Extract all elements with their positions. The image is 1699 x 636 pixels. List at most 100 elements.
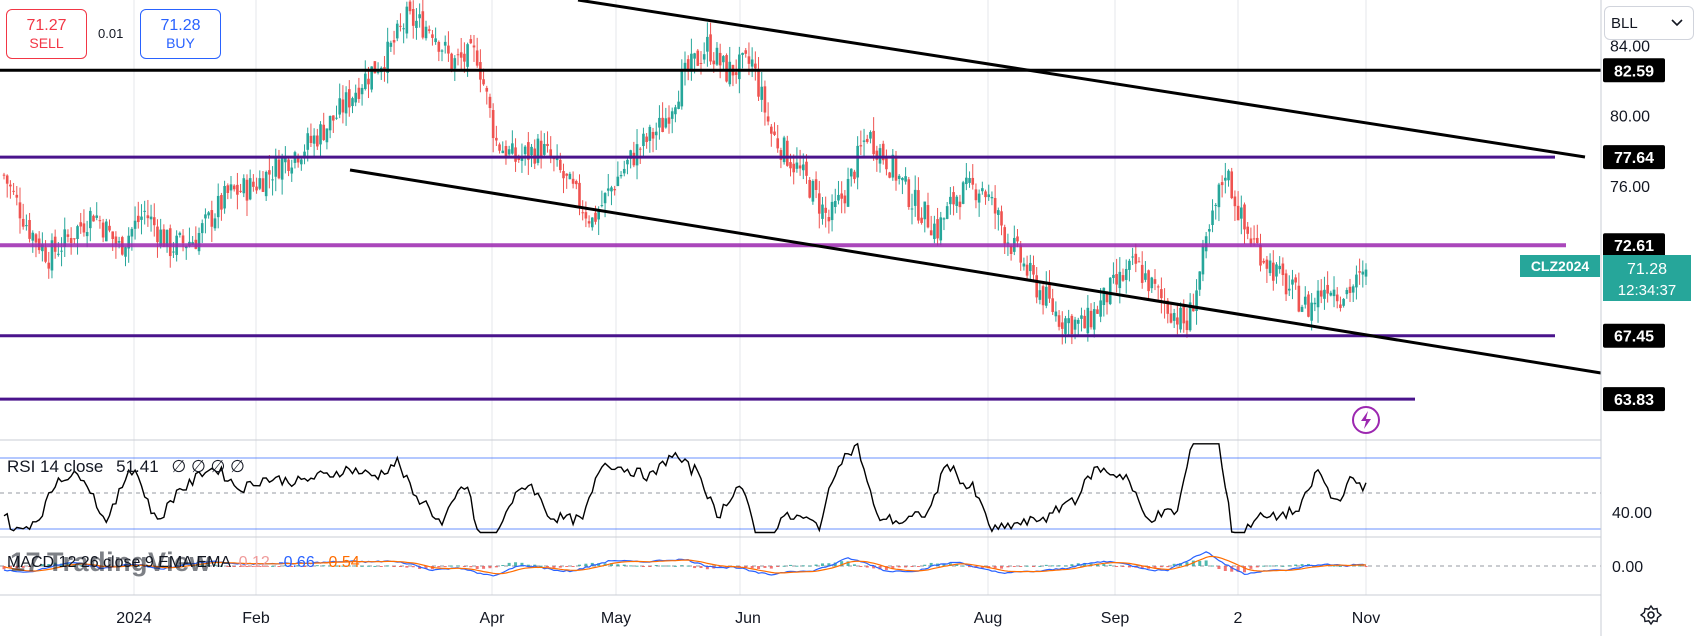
price-level-label-text: 77.64	[1614, 150, 1654, 167]
candle-body	[1287, 288, 1291, 291]
candle-body	[1192, 306, 1195, 312]
candle-body	[1000, 211, 1003, 226]
candle-body	[363, 73, 367, 90]
macd-histogram-bar	[232, 566, 236, 567]
candle-body	[958, 201, 962, 208]
flash-icon[interactable]	[1351, 405, 1381, 435]
candle-body	[79, 222, 83, 227]
currency-select[interactable]: BLL	[1604, 6, 1694, 40]
candle-body	[536, 138, 540, 163]
candle-body	[1156, 286, 1160, 288]
candle-body	[60, 250, 63, 252]
macd-histogram-bar	[136, 565, 140, 567]
candle-body	[463, 53, 466, 62]
last-price: 71.28	[1627, 261, 1667, 278]
candle-body	[808, 179, 811, 198]
candle-body	[415, 20, 418, 28]
candle-body	[981, 188, 984, 192]
candle-body	[1188, 302, 1192, 331]
candle-body	[12, 190, 15, 192]
macd-histogram-bar	[360, 565, 364, 567]
macd-histogram-bar	[539, 565, 543, 567]
price-level-label-text: 63.83	[1614, 392, 1654, 409]
candle-body	[990, 196, 994, 199]
candle-body	[1086, 307, 1090, 334]
candle-body	[1057, 315, 1061, 327]
macd-histogram-bar	[577, 564, 581, 566]
candle-body	[949, 196, 952, 205]
candle-body	[859, 145, 863, 147]
candle-body	[824, 207, 827, 213]
price-level-label-bg	[1603, 58, 1665, 83]
candle-body	[1003, 227, 1007, 244]
candle-body	[776, 138, 780, 149]
candle-body	[907, 179, 911, 207]
rsi-legend[interactable]: RSI 14 close 51.41 ∅ ∅ ∅ ∅	[7, 457, 245, 477]
macd-histogram-bar	[366, 565, 370, 567]
macd-histogram-bar	[392, 566, 396, 567]
candle-body	[21, 218, 25, 227]
candle-body	[130, 228, 134, 237]
candle-body	[1217, 184, 1221, 208]
candle-body	[693, 53, 696, 59]
candle-body	[651, 131, 655, 139]
macd-histogram-bar	[1127, 566, 1131, 568]
candle-body	[974, 189, 978, 201]
candle-body	[1281, 263, 1285, 276]
candle-body	[165, 229, 169, 247]
candle-body	[507, 149, 511, 155]
candle-body	[929, 230, 933, 236]
macd-legend[interactable]: MACD 12 26 close 9 EMA EMA 0.12 -0.66 -0…	[7, 554, 360, 572]
candle-body	[5, 175, 9, 184]
macd-histogram-bar	[1249, 566, 1253, 569]
candle-body	[312, 135, 316, 144]
candle-body	[427, 29, 431, 31]
buy-button[interactable]: 71.28 BUY	[140, 9, 221, 59]
candle-body	[213, 218, 217, 229]
candle-body	[584, 212, 588, 219]
symbol-name: CLZ2024	[1531, 258, 1590, 274]
candle-body	[405, 6, 409, 34]
macd-histogram-bar	[1051, 565, 1055, 567]
macd-histogram-bar	[1255, 566, 1259, 568]
candle-body	[837, 194, 840, 201]
candle-body	[204, 214, 207, 219]
candle-body	[926, 205, 930, 228]
candle-body	[875, 150, 879, 160]
macd-histogram-bar	[1281, 565, 1285, 567]
symbol-name-bg	[1520, 255, 1600, 277]
candle-body	[997, 210, 1000, 215]
candle-body	[1319, 290, 1323, 297]
settings-icon[interactable]	[1640, 604, 1662, 626]
macd-tick-label: 0.00	[1612, 559, 1643, 576]
candle-body	[821, 204, 824, 219]
buy-label: BUY	[166, 35, 195, 51]
sell-button[interactable]: 71.27 SELL	[6, 9, 87, 59]
macd-histogram-bar	[852, 564, 856, 566]
macd-histogram-bar	[1140, 566, 1144, 569]
macd-histogram-bar	[1338, 565, 1342, 567]
macd-histogram-bar	[213, 564, 217, 566]
macd-histogram-bar	[546, 566, 550, 567]
candle-body	[897, 175, 901, 179]
candle-body	[1140, 264, 1144, 283]
candle-body	[539, 140, 543, 158]
rsi-tick-label: 40.00	[1612, 505, 1652, 522]
macd-histogram-bar	[1025, 565, 1029, 567]
candle-body	[574, 181, 578, 185]
candle-body	[66, 234, 70, 237]
candle-body	[367, 78, 370, 85]
candle-body	[284, 156, 287, 163]
candle-body	[216, 195, 220, 218]
candle-body	[734, 72, 738, 75]
trend-lines	[349, 0, 1602, 375]
macd-histogram-bar	[456, 565, 460, 567]
candle-body	[18, 202, 22, 219]
candle-body	[801, 164, 805, 171]
macd-histogram-bar	[769, 566, 773, 569]
candle-body	[594, 212, 597, 222]
candle-body	[699, 62, 703, 64]
candle-body	[162, 229, 166, 247]
candle-body	[226, 185, 230, 193]
